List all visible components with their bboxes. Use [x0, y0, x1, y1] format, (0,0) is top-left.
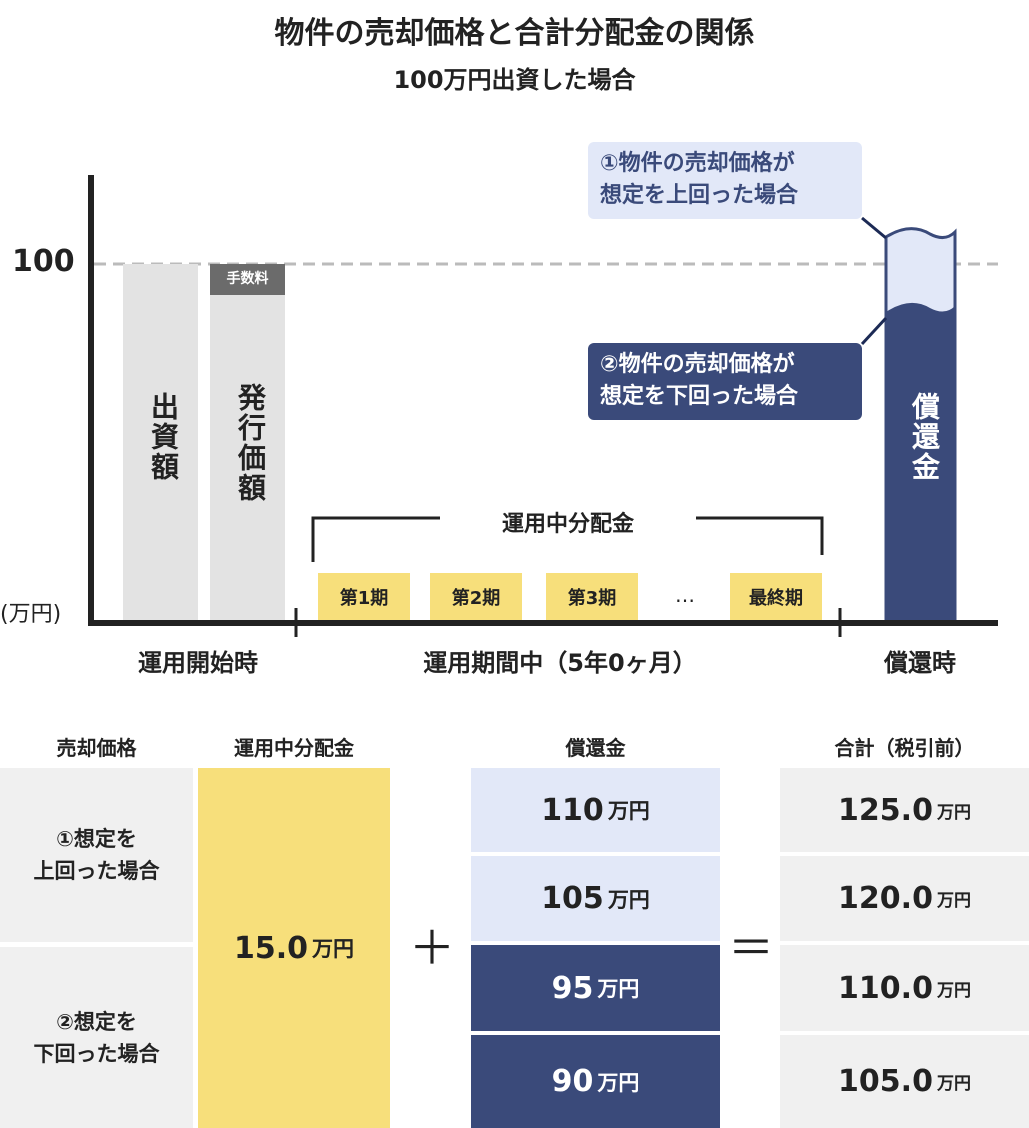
redemption-value: 110 — [541, 792, 604, 828]
case-below-line1: ②想定を — [56, 1009, 137, 1034]
redemption-row: 110 万円 — [471, 768, 720, 852]
period-2: 第2期 — [430, 573, 522, 620]
total-unit: 万円 — [936, 891, 971, 911]
distribution-unit: 万円 — [312, 937, 355, 961]
case-below: ②想定を 下回った場合 — [0, 947, 193, 1128]
callout-below-line1: ②物件の売却価格が — [600, 352, 795, 377]
bar-investment-label: 出資額 — [147, 392, 180, 482]
distribution-bracket — [311, 516, 824, 562]
diagram-graphics — [88, 175, 998, 637]
total-unit: 万円 — [936, 980, 971, 1001]
redemption-value: 105 — [541, 881, 604, 916]
redemption-unit: 万円 — [597, 977, 640, 1001]
bar-investment — [123, 264, 198, 620]
diagram: 100 (万円) 手数料 出資額 発行価額 償還金 運用中分配金 第1期 第2期… — [0, 142, 998, 677]
header-sale-price: 売却価格 — [56, 736, 137, 760]
callout-below-line2: 想定を下回った場合 — [600, 384, 799, 409]
redemption-unit: 万円 — [607, 799, 650, 823]
x-label-period: 運用期間中（5年0ヶ月） — [423, 649, 697, 677]
callout-below: ②物件の売却価格が 想定を下回った場合 — [588, 343, 862, 420]
total-value: 110.0 — [838, 970, 933, 1006]
callout-above-line1: ①物件の売却価格が — [600, 151, 795, 176]
page-title: 物件の売却価格と合計分配金の関係 — [274, 16, 755, 51]
total-row: 110.0 万円 — [780, 945, 1029, 1031]
distribution-bracket-label: 運用中分配金 — [501, 512, 634, 537]
fee-segment — [210, 264, 285, 295]
total-unit: 万円 — [936, 802, 971, 823]
callout-above-line2: 想定を上回った場合 — [600, 183, 799, 208]
x-label-redemption: 償還時 — [884, 649, 956, 677]
period-final: 最終期 — [730, 573, 822, 620]
bar-redemption-label: 償還金 — [908, 392, 941, 482]
y-tick-100: 100 — [12, 244, 75, 279]
distribution-value: 15.0 — [233, 930, 309, 966]
redemption-value: 95 — [551, 970, 594, 1006]
total-row: 105.0 万円 — [780, 1035, 1029, 1128]
redemption-row: 95 万円 — [471, 945, 720, 1031]
case-above: ①想定を 上回った場合 — [0, 768, 193, 942]
period-1: 第1期 — [318, 573, 410, 620]
case-above-line2: 上回った場合 — [33, 859, 160, 883]
bar-issue-price — [210, 264, 285, 620]
case-above-line1: ①想定を — [56, 827, 137, 851]
header-redemption: 償還金 — [565, 736, 626, 760]
callout-below-leader — [860, 316, 888, 346]
distribution-cell: 15.0 万円 — [198, 768, 390, 1128]
period-ellipsis: … — [675, 583, 695, 607]
total-value: 125.0 — [838, 792, 933, 828]
redemption-row: 105 万円 — [471, 856, 720, 941]
total-value: 105.0 — [838, 1064, 933, 1099]
redemption-row: 90 万円 — [471, 1035, 720, 1128]
redemption-value: 90 — [551, 1064, 594, 1099]
fee-label: 手数料 — [226, 271, 269, 287]
total-unit: 万円 — [936, 1074, 971, 1094]
x-label-start: 運用開始時 — [138, 649, 258, 677]
bar-redemption-lower — [886, 302, 955, 620]
y-unit: (万円) — [0, 602, 62, 627]
total-row: 125.0 万円 — [780, 768, 1029, 852]
redemption-unit: 万円 — [607, 887, 650, 912]
equals-sign: ＝ — [728, 921, 774, 975]
plus-sign: ＋ — [409, 921, 455, 975]
header-distribution: 運用中分配金 — [234, 736, 354, 760]
bar-issue-price-label: 発行価額 — [234, 383, 267, 503]
period-3: 第3期 — [546, 573, 638, 620]
header-total: 合計（税引前） — [834, 736, 975, 760]
case-below-line2: 下回った場合 — [33, 1041, 160, 1066]
page-subtitle: 100万円出資した場合 — [393, 66, 636, 94]
total-row: 120.0 万円 — [780, 856, 1029, 941]
redemption-unit: 万円 — [597, 1070, 640, 1095]
total-value: 120.0 — [838, 881, 933, 916]
callout-above: ①物件の売却価格が 想定を上回った場合 — [588, 142, 862, 219]
callout-above-leader — [861, 216, 887, 240]
